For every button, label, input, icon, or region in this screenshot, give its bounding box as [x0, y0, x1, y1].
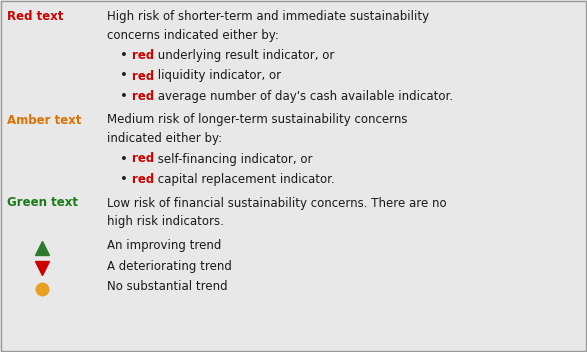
Text: capital replacement indicator.: capital replacement indicator.: [154, 173, 335, 186]
Text: Medium risk of longer-term sustainability concerns: Medium risk of longer-term sustainabilit…: [107, 113, 407, 126]
Text: average number of day's cash available indicator.: average number of day's cash available i…: [154, 90, 453, 103]
Text: underlying result indicator, or: underlying result indicator, or: [154, 49, 335, 62]
Text: red: red: [132, 49, 154, 62]
Text: indicated either by:: indicated either by:: [107, 132, 222, 145]
Text: A deteriorating trend: A deteriorating trend: [107, 260, 232, 273]
Text: •: •: [120, 90, 128, 103]
Text: Green text: Green text: [7, 196, 78, 209]
Text: red: red: [132, 152, 154, 165]
Text: red: red: [132, 69, 154, 82]
Text: red: red: [132, 90, 154, 103]
Text: •: •: [120, 152, 128, 165]
Text: red: red: [132, 173, 154, 186]
Text: concerns indicated either by:: concerns indicated either by:: [107, 29, 279, 42]
Text: Red text: Red text: [7, 10, 63, 23]
Text: •: •: [120, 69, 128, 82]
Text: self-financing indicator, or: self-financing indicator, or: [154, 152, 313, 165]
Text: •: •: [120, 173, 128, 186]
Text: Low risk of financial sustainability concerns. There are no: Low risk of financial sustainability con…: [107, 196, 447, 209]
Text: Amber text: Amber text: [7, 113, 82, 126]
Text: An improving trend: An improving trend: [107, 239, 221, 252]
Text: •: •: [120, 49, 128, 62]
Text: liquidity indicator, or: liquidity indicator, or: [154, 69, 281, 82]
Text: High risk of shorter-term and immediate sustainability: High risk of shorter-term and immediate …: [107, 10, 429, 23]
Text: No substantial trend: No substantial trend: [107, 281, 228, 294]
Text: high risk indicators.: high risk indicators.: [107, 215, 224, 228]
